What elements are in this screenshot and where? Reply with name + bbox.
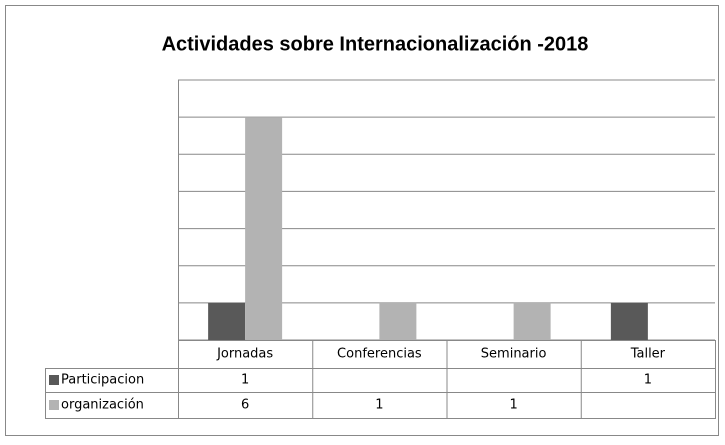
category-label: Conferencias <box>337 347 422 362</box>
legend-label: Participacion <box>61 373 144 388</box>
table-value: 1 <box>241 373 249 388</box>
chart-title: Actividades sobre Internacionalización -… <box>162 33 589 55</box>
category-label: Taller <box>630 347 666 362</box>
bar <box>610 302 648 340</box>
bar <box>208 302 246 340</box>
table-value: 1 <box>375 398 383 413</box>
category-label: Jornadas <box>216 347 273 362</box>
chart-border <box>5 5 719 436</box>
legend-swatch <box>49 375 59 385</box>
bar <box>379 302 417 340</box>
table-value: 1 <box>509 398 517 413</box>
legend-swatch <box>49 400 59 410</box>
table-border-body <box>45 368 716 419</box>
table-value: 1 <box>644 373 652 388</box>
legend-label: organización <box>61 398 144 413</box>
bar <box>513 302 551 340</box>
table-value: 6 <box>241 398 249 413</box>
bar <box>245 117 283 341</box>
category-label: Seminario <box>481 347 547 362</box>
